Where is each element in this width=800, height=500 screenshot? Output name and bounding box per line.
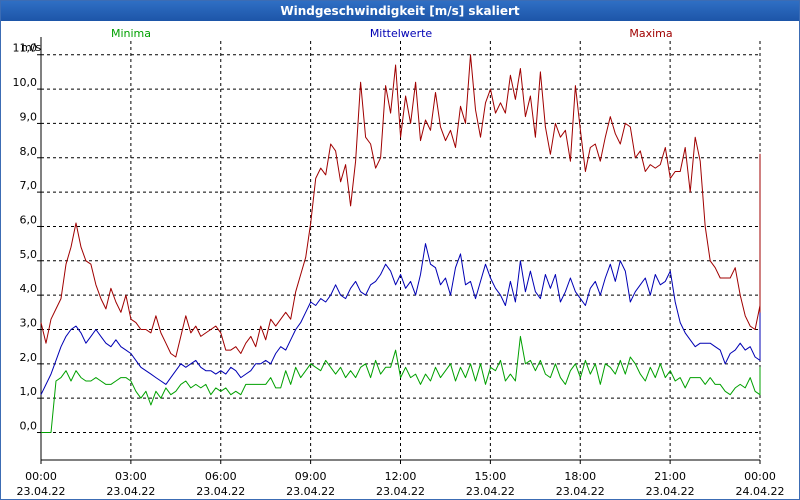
x-tick-time: 18:00 <box>564 470 596 483</box>
legend-mittelwerte: Mittelwerte <box>370 27 433 40</box>
series-line-maxima <box>40 54 761 358</box>
x-tick-time: 12:00 <box>385 470 417 483</box>
y-tick-label: 2,0 <box>20 351 38 364</box>
series-line-mittelwerte <box>40 243 761 395</box>
series-line-minima <box>41 335 761 433</box>
y-tick-label: 11,0 <box>13 42 38 55</box>
x-tick-date: 23.04.22 <box>556 485 605 498</box>
window-title: Windgeschwindigkeit [m/s] skaliert <box>1 1 799 21</box>
x-tick-time: 06:00 <box>205 470 237 483</box>
y-tick-label: 4,0 <box>20 282 38 295</box>
x-tick-date: 23.04.22 <box>17 485 66 498</box>
y-tick-label: 1,0 <box>20 385 38 398</box>
axes <box>37 37 761 464</box>
y-tick-label: 5,0 <box>20 248 38 261</box>
y-tick-label: 6,0 <box>20 213 38 226</box>
x-tick-date: 23.04.22 <box>646 485 695 498</box>
y-tick-label: 3,0 <box>20 316 38 329</box>
grid <box>41 41 761 460</box>
x-tick-date: 23.04.22 <box>106 485 155 498</box>
x-tick-time: 21:00 <box>654 470 686 483</box>
x-tick-date: 23.04.22 <box>286 485 335 498</box>
x-tick-time: 03:00 <box>115 470 147 483</box>
y-tick-label: 8,0 <box>20 145 38 158</box>
y-tick-label: 9,0 <box>20 110 38 123</box>
x-tick-date: 23.04.22 <box>376 485 425 498</box>
x-tick-date: 24.04.22 <box>736 485 785 498</box>
tick-labels: 0,0 1,0 2,0 3,0 4,0 5,0 6,0 7,0 8,0 9,0 10,0 11,0 00… <box>13 42 785 498</box>
legend-maxima: Maxima <box>629 27 672 40</box>
x-tick-date: 23.04.22 <box>466 485 515 498</box>
y-tick-label: 0,0 <box>20 420 38 433</box>
x-tick-time: 00:00 <box>744 470 776 483</box>
x-tick-date: 23.04.22 <box>196 485 245 498</box>
x-tick-time: 09:00 <box>295 470 327 483</box>
x-tick-time: 15:00 <box>475 470 507 483</box>
series-lines <box>40 54 761 433</box>
y-axis-unit-label: m/s <box>21 41 41 54</box>
y-tick-label: 10,0 <box>13 76 38 89</box>
legend-minima: Minima <box>111 27 151 40</box>
y-tick-label: 7,0 <box>20 179 38 192</box>
x-tick-time: 00:00 <box>25 470 57 483</box>
